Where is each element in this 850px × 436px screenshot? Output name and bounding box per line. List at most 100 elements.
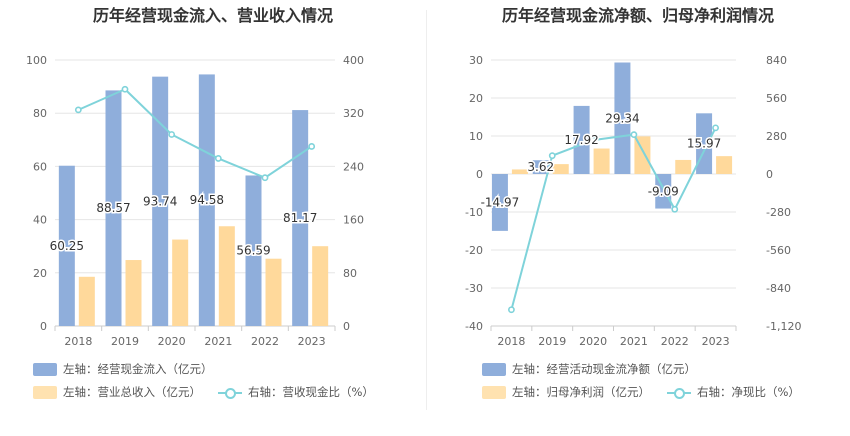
x-axis-tick-label: 2021 bbox=[204, 335, 232, 348]
panel-divider bbox=[426, 10, 427, 410]
bar-data-label: 93.74 bbox=[143, 194, 177, 208]
x-axis-tick-label: 2019 bbox=[538, 335, 566, 348]
line-point bbox=[712, 124, 719, 132]
left-axis-tick-label: 40 bbox=[33, 214, 47, 227]
line-point bbox=[168, 131, 176, 138]
right-axis-tick-label: 0 bbox=[766, 168, 773, 181]
right-axis-tick-label: -560 bbox=[766, 244, 791, 257]
bar-secondary bbox=[125, 260, 142, 326]
x-axis-tick-label: 2020 bbox=[158, 335, 186, 348]
legend-label: 左轴：营业总收入（亿元） bbox=[63, 385, 201, 399]
bar-primary bbox=[152, 76, 169, 326]
right-axis-tick-label: 840 bbox=[766, 54, 787, 67]
line-point bbox=[630, 131, 638, 139]
left-axis-tick-label: 20 bbox=[469, 92, 483, 105]
line-point bbox=[508, 306, 515, 314]
bar-data-label: -9.09 bbox=[648, 184, 679, 198]
line-point bbox=[671, 205, 679, 213]
bar-primary bbox=[245, 175, 262, 326]
bar-secondary bbox=[172, 239, 189, 326]
right-axis-tick-label: 80 bbox=[343, 267, 357, 280]
legend-label: 左轴：经营活动现金流净额（亿元） bbox=[512, 362, 696, 376]
x-axis-tick-label: 2023 bbox=[702, 335, 730, 348]
left-axis-tick-label: 20 bbox=[33, 267, 47, 280]
bar-data-label: 29.34 bbox=[605, 111, 639, 125]
line-point bbox=[214, 155, 222, 162]
bar-primary bbox=[58, 165, 75, 326]
left-axis-tick-label: -40 bbox=[465, 320, 483, 333]
left-axis-tick-label: 100 bbox=[26, 54, 47, 67]
line-point bbox=[548, 152, 556, 160]
right-axis-tick-label: 240 bbox=[343, 160, 364, 173]
left-axis-tick-label: 60 bbox=[33, 160, 47, 173]
legend-item-series-2[interactable]: 右轴：营收现金比（%） bbox=[218, 384, 374, 400]
right-axis-tick-label: 280 bbox=[766, 130, 787, 143]
left-axis-tick-label: 0 bbox=[40, 320, 47, 333]
legend-item-series-1[interactable]: 左轴：营业总收入（亿元） bbox=[33, 384, 201, 400]
legend-swatch-bar-orange bbox=[33, 385, 57, 399]
chart-panel-cash-inflow: 历年经营现金流入、营业收入情况 0 20 40 60 80 100 0 80 160 240 320… bbox=[26, 6, 374, 400]
line-point bbox=[74, 106, 82, 114]
x-axis-tick-label: 2021 bbox=[620, 335, 648, 348]
bar-primary bbox=[573, 105, 590, 174]
legend-label: 左轴：经营现金流入（亿元） bbox=[63, 362, 213, 376]
right-axis-tick-label: 400 bbox=[343, 54, 364, 67]
legend-swatch-line bbox=[218, 386, 242, 399]
x-axis-tick-label: 2022 bbox=[661, 335, 689, 348]
x-axis-tick-label: 2018 bbox=[497, 335, 525, 348]
bar-secondary bbox=[265, 258, 282, 326]
legend-label: 左轴：归母净利润（亿元） bbox=[512, 385, 650, 399]
bar-secondary bbox=[511, 169, 528, 174]
chart-net-cashflow-svg: -40 -30 -20 -10 0 10 20 30 -1,120 -840 -560 -280 0 28… bbox=[465, 54, 801, 348]
bar-primary bbox=[491, 174, 508, 231]
bar-secondary bbox=[218, 226, 235, 326]
left-axis-tick-label: -10 bbox=[465, 206, 483, 219]
left-axis-tick-label: -20 bbox=[465, 244, 483, 257]
bar-data-label: 15.97 bbox=[687, 137, 721, 151]
bar-primary bbox=[198, 74, 215, 326]
legend-item-series-1[interactable]: 左轴：归母净利润（亿元） bbox=[482, 384, 650, 400]
legend-item-series-0[interactable]: 左轴：经营活动现金流净额（亿元） bbox=[482, 361, 696, 377]
bar-data-label: 81.17 bbox=[283, 211, 317, 225]
line-point bbox=[308, 143, 316, 150]
bar-secondary bbox=[593, 148, 610, 174]
legend-item-series-2[interactable]: 右轴：净现比（%） bbox=[667, 384, 800, 400]
left-axis-tick-label: 10 bbox=[469, 130, 483, 143]
right-axis-tick-label: 320 bbox=[343, 107, 364, 120]
legend-swatch-bar-blue bbox=[482, 362, 506, 376]
chart-title: 历年经营现金流净额、归母净利润情况 bbox=[501, 6, 774, 25]
right-axis-tick-label: -1,120 bbox=[766, 320, 801, 333]
legend-swatch-bar-blue bbox=[33, 362, 57, 376]
x-axis-tick-label: 2022 bbox=[251, 335, 279, 348]
chart-title: 历年经营现金流入、营业收入情况 bbox=[92, 6, 333, 25]
x-axis-tick-label: 2023 bbox=[298, 335, 326, 348]
bar-primary bbox=[532, 160, 549, 174]
legend-label: 右轴：营收现金比（%） bbox=[248, 385, 374, 399]
chart-panel-net-cashflow: 历年经营现金流净额、归母净利润情况 -40 -30 -20 -10 0 10 20 30 -1,… bbox=[426, 0, 850, 436]
bar-secondary bbox=[78, 276, 95, 326]
bar-primary bbox=[292, 110, 309, 326]
right-axis-tick-label: -280 bbox=[766, 206, 791, 219]
bar-secondary bbox=[312, 246, 329, 326]
chart-cash-inflow-svg: 0 20 40 60 80 100 0 80 160 240 320 400 2018 2019 2020 2… bbox=[26, 54, 364, 348]
bar-secondary bbox=[675, 159, 692, 174]
right-axis-tick-label: 560 bbox=[766, 92, 787, 105]
right-axis-tick-label: 160 bbox=[343, 214, 364, 227]
bar-primary bbox=[105, 90, 122, 326]
bar-data-label: 56.59 bbox=[236, 244, 270, 258]
bar-secondary bbox=[634, 136, 651, 174]
left-axis-tick-label: 80 bbox=[33, 107, 47, 120]
bar-secondary bbox=[552, 164, 569, 174]
line-point bbox=[589, 136, 597, 144]
legend-item-series-0[interactable]: 左轴：经营现金流入（亿元） bbox=[33, 361, 213, 377]
right-axis-tick-label: -840 bbox=[766, 282, 791, 295]
line-point bbox=[121, 85, 129, 93]
legend-swatch-bar-orange bbox=[482, 385, 506, 399]
left-axis-tick-label: -30 bbox=[465, 282, 483, 295]
bar-data-label: 60.25 bbox=[50, 239, 84, 253]
line-series bbox=[510, 127, 717, 310]
legend-label: 右轴：净现比（%） bbox=[697, 385, 800, 399]
bar-secondary bbox=[716, 156, 733, 174]
bar-data-label: 3.62 bbox=[527, 160, 554, 174]
x-axis-tick-label: 2020 bbox=[579, 335, 607, 348]
